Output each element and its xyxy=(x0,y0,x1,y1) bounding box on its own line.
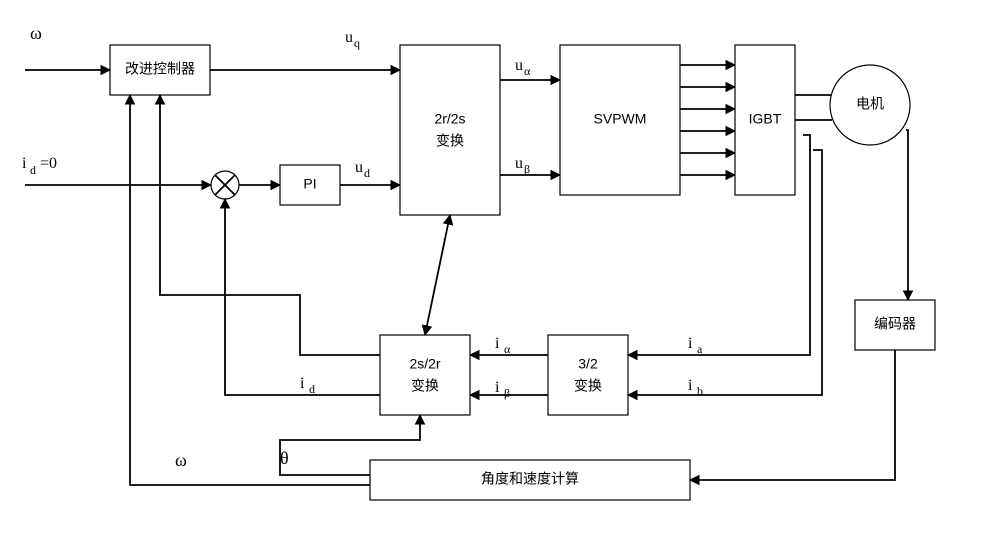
park-inverse-block xyxy=(400,45,500,215)
park-block xyxy=(380,335,470,415)
svg-text:β: β xyxy=(524,162,530,176)
svg-text:i: i xyxy=(22,155,27,172)
park-label-2: 变换 xyxy=(411,378,439,394)
svpwm-label: SVPWM xyxy=(594,111,647,127)
svg-text:u: u xyxy=(515,57,523,74)
svg-text:d: d xyxy=(309,382,315,396)
svg-text:a: a xyxy=(697,342,703,356)
encoder-label: 编码器 xyxy=(874,316,916,332)
pi-label: PI xyxy=(303,176,316,192)
ibeta-label: iβ xyxy=(495,379,510,400)
svg-text:b: b xyxy=(697,384,703,398)
ud-label: ud xyxy=(355,159,370,180)
svg-text:u: u xyxy=(515,155,523,172)
ualpha-label: uα xyxy=(515,57,531,78)
igbt-label: IGBT xyxy=(749,111,782,127)
svg-text:q: q xyxy=(354,36,360,50)
motor-label: 电机 xyxy=(856,96,884,112)
theta-label: θ xyxy=(280,448,289,468)
clark-block xyxy=(548,335,628,415)
svg-text:=0: =0 xyxy=(40,155,57,172)
ubeta-label: uβ xyxy=(515,155,530,176)
clark-label-2: 变换 xyxy=(574,378,602,394)
svg-text:d: d xyxy=(30,163,36,177)
svg-text:α: α xyxy=(504,342,511,356)
park-inv-label-1: 2r/2s xyxy=(434,111,465,127)
uq-label: uq xyxy=(345,29,360,50)
svg-text:i: i xyxy=(495,379,500,396)
ialpha-label: iα xyxy=(495,335,511,356)
svg-text:u: u xyxy=(355,159,363,176)
id-fb-label: id xyxy=(300,375,315,396)
angle-speed-label: 角度和速度计算 xyxy=(481,471,579,487)
omega-out-label: ω xyxy=(175,450,187,470)
svg-text:d: d xyxy=(364,166,370,180)
svg-text:i: i xyxy=(688,335,693,352)
svg-text:α: α xyxy=(524,64,531,78)
controller-label: 改进控制器 xyxy=(125,61,195,77)
svg-text:β: β xyxy=(504,386,510,400)
omega-in-label: ω xyxy=(30,23,42,43)
svg-text:u: u xyxy=(345,29,353,46)
park-label-1: 2s/2r xyxy=(409,356,440,372)
clark-label-1: 3/2 xyxy=(578,356,598,372)
ia-label: ia xyxy=(688,335,703,356)
svg-text:i: i xyxy=(688,377,693,394)
id0-label: id =0 xyxy=(22,155,57,177)
park-inv-label-2: 变换 xyxy=(436,133,464,149)
svg-text:i: i xyxy=(495,335,500,352)
svg-text:i: i xyxy=(300,375,305,392)
